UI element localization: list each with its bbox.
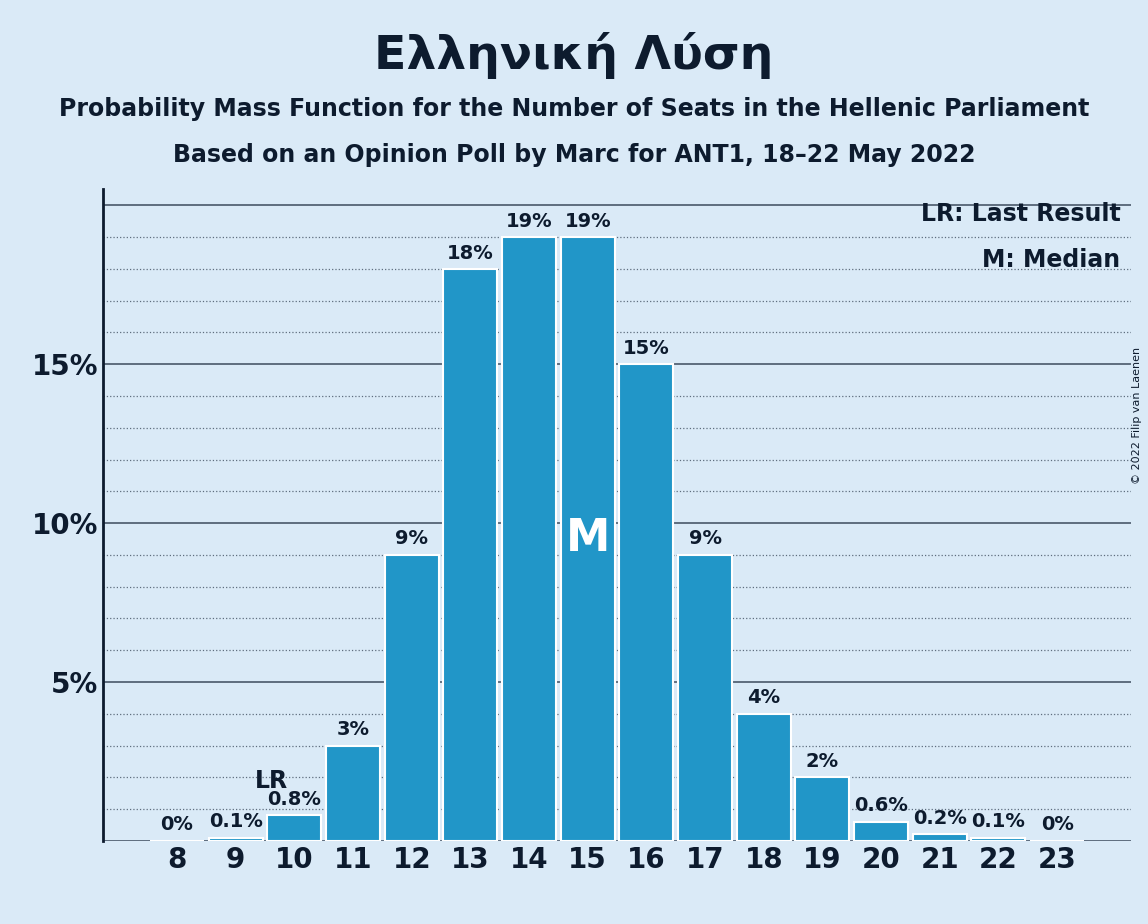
Text: Ελληνική Λύση: Ελληνική Λύση [374,32,774,79]
Text: M: Median: M: Median [983,248,1120,272]
Bar [502,237,556,841]
Text: LR: Last Result: LR: Last Result [921,202,1120,226]
Text: 18%: 18% [447,244,494,262]
Bar [854,821,908,841]
Text: 0.2%: 0.2% [913,809,967,828]
Text: Based on an Opinion Poll by Marc for ANT1, 18–22 May 2022: Based on an Opinion Poll by Marc for ANT… [172,143,976,167]
Bar [560,237,614,841]
Text: 9%: 9% [689,529,722,549]
Text: 0%: 0% [161,816,194,834]
Text: 9%: 9% [395,529,428,549]
Text: 15%: 15% [623,339,669,358]
Text: 0.6%: 0.6% [854,796,908,815]
Text: 0.1%: 0.1% [971,812,1025,832]
Bar [326,746,380,841]
Bar [267,815,321,841]
Text: 2%: 2% [806,752,839,771]
Bar [620,364,674,841]
Text: M: M [566,517,610,561]
Bar [678,554,732,841]
Text: 0.8%: 0.8% [267,790,321,809]
Text: 0.1%: 0.1% [209,812,263,832]
Text: © 2022 Filip van Laenen: © 2022 Filip van Laenen [1132,347,1142,484]
Bar [796,777,850,841]
Bar [443,269,497,841]
Text: LR: LR [255,769,288,793]
Bar [971,838,1025,841]
Text: 0%: 0% [1040,816,1073,834]
Bar [385,554,439,841]
Text: 3%: 3% [336,720,370,739]
Bar [913,834,967,841]
Bar [209,838,263,841]
Text: 19%: 19% [565,212,611,231]
Text: 4%: 4% [747,688,781,708]
Bar [737,713,791,841]
Text: Probability Mass Function for the Number of Seats in the Hellenic Parliament: Probability Mass Function for the Number… [59,97,1089,121]
Text: 19%: 19% [506,212,552,231]
